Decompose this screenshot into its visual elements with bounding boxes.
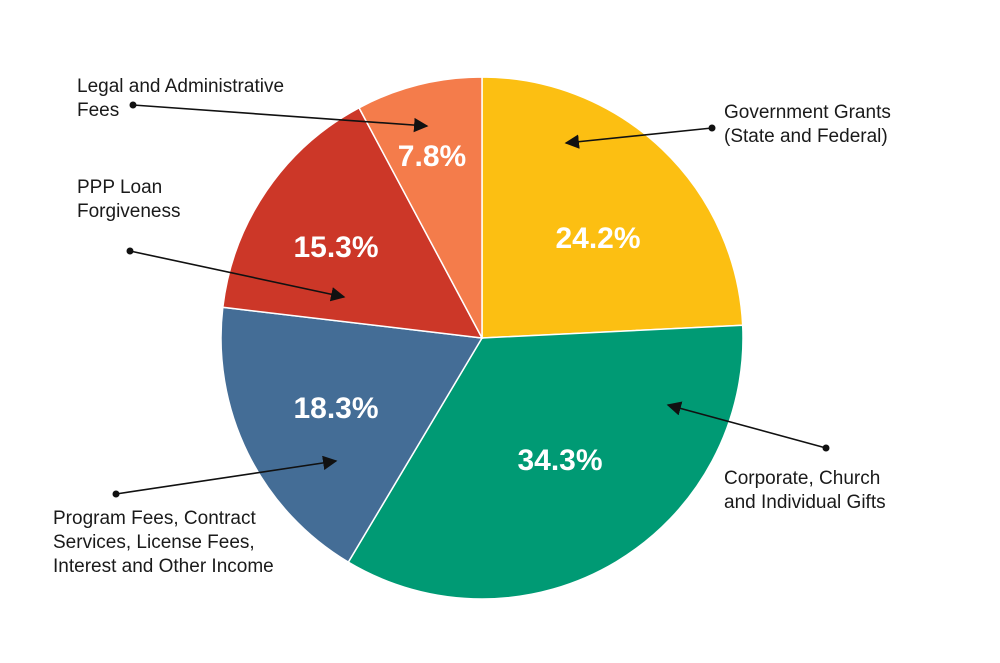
slice-percent-label: 15.3% <box>293 231 378 264</box>
label-line: Legal and Administrative <box>77 76 284 97</box>
slice-percent-label: 7.8% <box>398 140 466 173</box>
leader-dot <box>112 490 120 498</box>
label-line: Forgiveness <box>77 201 181 222</box>
slice-category-label: Program Fees, Contract Services, License … <box>53 508 274 577</box>
pie-slice-1 <box>481 76 744 339</box>
leader-dot <box>126 247 134 255</box>
pie-slice-5 <box>358 76 483 339</box>
label-line: Fees <box>77 100 119 121</box>
leader-arrow <box>564 127 713 149</box>
slice-percent-label: 34.3% <box>517 444 602 477</box>
slice-category-label: Government Grants (State and Federal) <box>724 102 891 147</box>
pie-slice-2 <box>347 324 744 600</box>
pie-slice-3 <box>220 306 484 564</box>
label-line: Program Fees, Contract <box>53 508 256 529</box>
label-line: (State and Federal) <box>724 126 888 147</box>
slice-percent-label: 24.2% <box>555 222 640 255</box>
label-line: PPP Loan <box>77 177 162 198</box>
label-line: Corporate, Church <box>724 468 880 489</box>
leader-dot <box>708 124 716 132</box>
label-line: Government Grants <box>724 102 891 123</box>
label-line: Services, License Fees, <box>53 532 255 553</box>
slice-percent-label: 18.3% <box>293 392 378 425</box>
slice-category-label: Legal and Administrative Fees <box>77 76 284 121</box>
slice-category-label: PPP Loan Forgiveness <box>77 177 181 222</box>
percent-labels: 24.2% 34.3% 18.3% 15.3% 7.8% <box>293 140 640 477</box>
callout-labels: Government Grants (State and Federal) Corp… <box>53 76 891 577</box>
leader-arrow <box>132 104 429 133</box>
pie-slices <box>220 76 744 600</box>
leader-arrow <box>115 455 338 495</box>
leader-arrow <box>129 250 346 302</box>
leader-dot <box>822 444 830 452</box>
label-line: and Individual Gifts <box>724 492 886 513</box>
label-line: Interest and Other Income <box>53 556 274 577</box>
leader-lines <box>112 101 830 498</box>
leader-dot <box>129 101 137 109</box>
leader-arrow <box>666 401 827 449</box>
slice-category-label: Corporate, Church and Individual Gifts <box>724 468 886 513</box>
